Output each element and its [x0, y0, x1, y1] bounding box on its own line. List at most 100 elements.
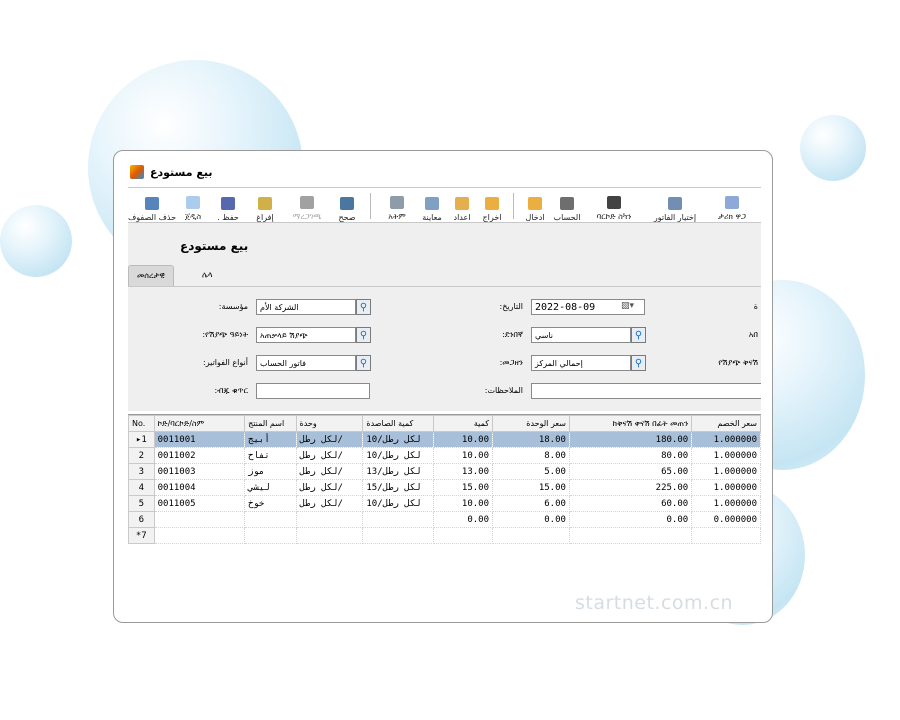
field-input[interactable]: إحمالي المركز — [531, 355, 631, 371]
toolbar-button-2[interactable]: . حفظ — [210, 190, 246, 222]
cell-code[interactable]: 0011003 — [153, 463, 246, 480]
cell-pack[interactable]: لكل رطل/10 — [362, 431, 434, 448]
toolbar-button-11[interactable]: الحساب — [550, 190, 584, 222]
column-header[interactable]: سعر الوحدة — [492, 415, 570, 432]
toolbar-button-9[interactable]: اخراج — [477, 190, 507, 222]
cell-qty[interactable] — [432, 527, 494, 544]
cell-pack[interactable]: لكل رطل/10 — [362, 447, 434, 464]
toolbar-button-7[interactable]: معاينة — [417, 190, 447, 222]
column-header[interactable]: كمية — [432, 415, 494, 432]
column-header[interactable]: سعر الخصم — [691, 415, 761, 432]
field-input[interactable]: الشركة الأم — [256, 299, 356, 315]
column-header[interactable]: No. — [128, 415, 155, 432]
cell-unit[interactable]: لكل رطل/ — [295, 463, 364, 480]
column-header[interactable]: وحدة — [295, 415, 364, 432]
cell-disc[interactable]: 1.000000 — [691, 463, 761, 480]
cell-code[interactable]: 0011001 — [153, 431, 246, 448]
cell-disc[interactable]: 1.000000 — [691, 431, 761, 448]
row-number[interactable]: 3 — [128, 463, 155, 480]
cell-disc[interactable]: 1.000000 — [691, 479, 761, 496]
cell-name[interactable]: أبيج — [244, 431, 297, 448]
cell-unit[interactable] — [295, 527, 364, 544]
column-header[interactable]: كمية الصاصدة — [362, 415, 434, 432]
row-number[interactable]: 4 — [128, 479, 155, 496]
cell-code[interactable]: 0011005 — [153, 495, 246, 512]
cell-name[interactable]: تفاح — [244, 447, 297, 464]
cell-name[interactable]: خوخ — [244, 495, 297, 512]
table-row[interactable]: 2 0011002 تفاح لكل رطل/لكل رطل/10 10.00 8.00 8… — [128, 447, 761, 464]
toolbar-button-1[interactable]: ጀዲስ — [176, 190, 210, 222]
cell-price[interactable]: 15.00 — [492, 479, 570, 496]
table-row[interactable]: 5 0011005 خوخ لكل رطل/لكل رطل/10 10.00 6.00 60… — [128, 495, 761, 512]
cell-pack[interactable]: لكل رطل/10 — [362, 495, 434, 512]
toolbar-button-13[interactable]: إختيار الفاتور — [644, 190, 706, 222]
cell-disc[interactable]: 1.000000 — [691, 495, 761, 512]
toolbar-button-14[interactable]: ታሪክ ዋጋ — [706, 190, 758, 222]
cell-amount[interactable]: 0.00 — [568, 511, 693, 528]
column-header[interactable]: ከቅናሽ ቀናሽ በፊት መጠን — [568, 415, 693, 432]
cell-code[interactable] — [153, 511, 246, 528]
field-input[interactable] — [531, 383, 761, 399]
toolbar-button-6[interactable]: አትም — [377, 190, 417, 222]
cell-pack[interactable] — [362, 511, 434, 528]
cell-amount[interactable]: 180.00 — [568, 431, 693, 448]
cell-qty[interactable]: 13.00 — [432, 463, 494, 480]
cell-price[interactable] — [492, 527, 570, 544]
cell-code[interactable] — [153, 527, 246, 544]
cell-qty[interactable]: 0.00 — [432, 511, 494, 528]
cell-pack[interactable]: لكل رطل/15 — [362, 479, 434, 496]
field-input[interactable]: فاتور الحساب — [256, 355, 356, 371]
cell-price[interactable]: 8.00 — [492, 447, 570, 464]
table-row[interactable]: 3 0011003 موز لكل رطل/لكل رطل/13 13.00 5.00 65… — [128, 463, 761, 480]
cell-disc[interactable]: 0.000000 — [691, 511, 761, 528]
search-lookup-icon[interactable]: ⚲ — [631, 327, 646, 343]
table-row[interactable]: 6 0.00 0.00 0.00 0.000000 — [128, 511, 761, 528]
cell-qty[interactable]: 10.00 — [432, 447, 494, 464]
row-number[interactable]: 2 — [128, 447, 155, 464]
cell-price[interactable]: 6.00 — [492, 495, 570, 512]
cell-unit[interactable] — [295, 511, 364, 528]
toolbar-button-4[interactable]: ማረጋገጫ — [284, 190, 330, 222]
cell-disc[interactable]: 1.000000 — [691, 447, 761, 464]
field-input[interactable]: አጠቃላይ ሽያጭ — [256, 327, 356, 343]
cell-amount[interactable]: 60.00 — [568, 495, 693, 512]
cell-price[interactable]: 5.00 — [492, 463, 570, 480]
calendar-dropdown-icon[interactable]: ▧▾ — [621, 301, 635, 311]
toolbar-button-12[interactable]: ባርኮድ ስካን — [584, 190, 644, 222]
cell-disc[interactable] — [691, 527, 761, 544]
row-number[interactable]: *7 — [128, 527, 155, 544]
tab-basic[interactable]: መሰረታዊ — [128, 265, 174, 286]
row-number[interactable]: 5 — [128, 495, 155, 512]
cell-price[interactable]: 18.00 — [492, 431, 570, 448]
search-lookup-icon[interactable]: ⚲ — [356, 355, 371, 371]
cell-name[interactable]: ليشي — [244, 479, 297, 496]
cell-amount[interactable]: 80.00 — [568, 447, 693, 464]
column-header[interactable]: اسم المنتج — [244, 415, 297, 432]
cell-unit[interactable]: لكل رطل/ — [295, 447, 364, 464]
cell-pack[interactable] — [362, 527, 434, 544]
toolbar-button-10[interactable]: ادخال — [520, 190, 550, 222]
search-lookup-icon[interactable]: ⚲ — [356, 327, 371, 343]
search-lookup-icon[interactable]: ⚲ — [631, 355, 646, 371]
cell-name[interactable]: موز — [244, 463, 297, 480]
cell-price[interactable]: 0.00 — [492, 511, 570, 528]
cell-amount[interactable] — [568, 527, 693, 544]
cell-qty[interactable]: 10.00 — [432, 431, 494, 448]
tab-other[interactable]: ሌላ — [202, 270, 213, 279]
toolbar-button-3[interactable]: إفراغ — [246, 190, 284, 222]
cell-amount[interactable]: 225.00 — [568, 479, 693, 496]
field-input[interactable]: 2022-08-09 — [531, 299, 645, 315]
row-number[interactable]: 6 — [128, 511, 155, 528]
table-row[interactable]: ▸1 0011001 أبيج لكل رطل/لكل رطل/10 10.00 18.0… — [128, 431, 761, 448]
cell-code[interactable]: 0011002 — [153, 447, 246, 464]
cell-qty[interactable]: 15.00 — [432, 479, 494, 496]
table-row[interactable]: 4 0011004 ليشي لكل رطل/لكل رطل/15 15.00 15.00… — [128, 479, 761, 496]
search-lookup-icon[interactable]: ⚲ — [356, 299, 371, 315]
cell-name[interactable] — [244, 511, 297, 528]
table-row[interactable]: *7 — [128, 527, 761, 544]
column-header[interactable]: ኮድ/ባርኮድ/ስም — [153, 415, 246, 432]
toolbar-button-5[interactable]: صحح — [330, 190, 364, 222]
field-input[interactable] — [256, 383, 370, 399]
cell-unit[interactable]: لكل رطل/ — [295, 479, 364, 496]
cell-unit[interactable]: لكل رطل/ — [295, 431, 364, 448]
